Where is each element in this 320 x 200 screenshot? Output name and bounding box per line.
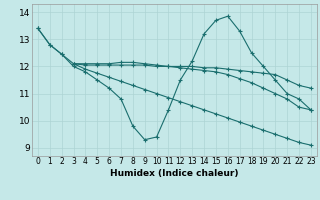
X-axis label: Humidex (Indice chaleur): Humidex (Indice chaleur) xyxy=(110,169,239,178)
